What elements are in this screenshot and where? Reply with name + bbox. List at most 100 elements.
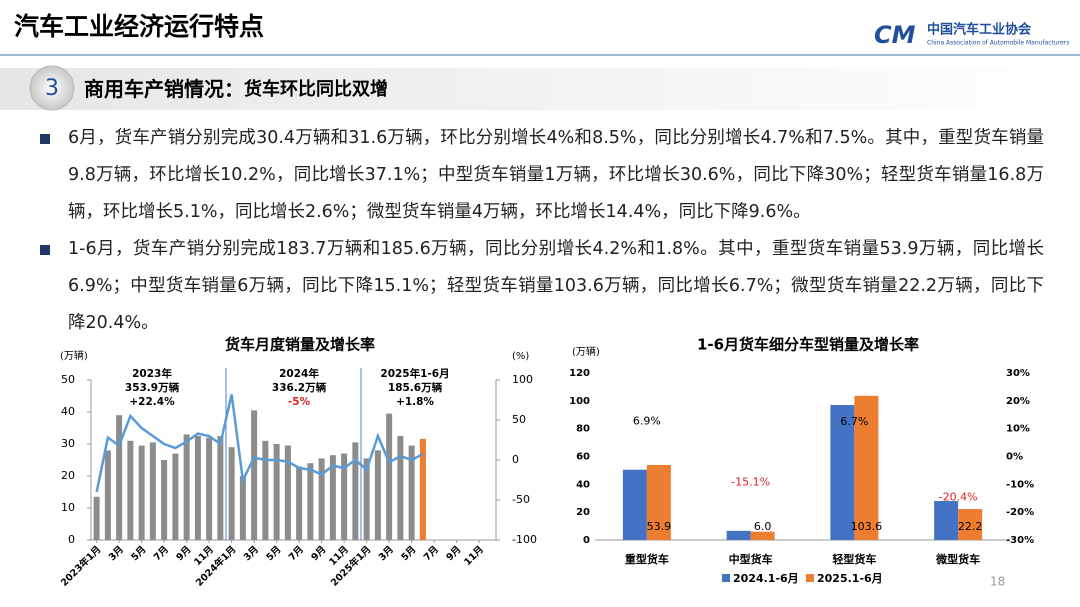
y2-tick-label: 30% <box>1006 368 1030 379</box>
bar <box>622 469 647 540</box>
bar <box>307 463 314 540</box>
growth-label: 6.7% <box>840 415 868 428</box>
x-tick-label: 轻型货车 <box>832 552 876 566</box>
x-tick-label: 7月 <box>422 544 441 563</box>
bar <box>217 436 224 540</box>
bar <box>228 447 235 540</box>
annotation: 2023年 <box>132 367 172 380</box>
section-title: 商用车产销情况：货车环比同比双增 <box>84 77 388 101</box>
y2-axis-label: (%) <box>512 351 529 362</box>
bar <box>830 405 855 540</box>
y2-tick-label: 0% <box>1006 452 1023 463</box>
bullet-text: 6月，货车产销分别完成30.4万辆和31.6万辆，环比分别增长4%和8.5%，同… <box>68 128 1044 222</box>
y-tick-label: 30 <box>61 437 75 450</box>
bar <box>183 434 190 540</box>
section-band <box>0 68 1080 110</box>
section-badge <box>29 65 75 111</box>
value-label: 103.6 <box>851 520 883 533</box>
bar <box>138 445 145 540</box>
growth-line <box>95 394 424 493</box>
bar <box>934 501 959 540</box>
page-number: 18 <box>990 575 1005 589</box>
bar <box>854 395 879 540</box>
bar <box>726 530 751 540</box>
chart-title: 货车月度销量及增长率 <box>225 336 375 354</box>
y-axis-label: (万辆) <box>60 349 88 362</box>
annotation: 185.6万辆 <box>388 381 443 394</box>
bar <box>958 509 983 540</box>
chart-title: 1-6月货车细分车型销量及增长率 <box>697 336 919 354</box>
bar <box>352 442 359 540</box>
logo-mark: CM <box>874 21 916 49</box>
bar <box>386 413 393 540</box>
annotation: +1.8% <box>396 396 434 408</box>
y-axis-label: (万辆) <box>572 345 600 358</box>
y2-tick-label: 10% <box>1006 424 1030 435</box>
bar <box>363 458 370 540</box>
annotation: 353.9万辆 <box>125 381 180 394</box>
x-tick-label: 3月 <box>377 544 396 563</box>
x-tick-label: 7月 <box>287 544 306 563</box>
bar <box>750 531 775 540</box>
y-tick-label: 80 <box>576 424 590 435</box>
header-title: 汽车工业经济运行特点 <box>14 12 264 41</box>
bar <box>116 415 123 540</box>
x-tick-label: 3月 <box>242 544 261 563</box>
bar <box>194 436 201 540</box>
y2-tick-label: -20% <box>1006 507 1034 518</box>
x-tick-label: 2023年1月 <box>58 543 103 588</box>
bar <box>341 453 348 540</box>
bar <box>296 466 303 540</box>
annotation: 2025年1-6月 <box>380 367 449 380</box>
annotation: +22.4% <box>129 396 175 408</box>
bullet-marker <box>40 245 50 255</box>
y-tick-label: 20 <box>576 507 590 518</box>
bar <box>408 445 415 540</box>
bullet-text: 1-6月，货车产销分别完成183.7万辆和185.6万辆，同比分别增长4.2%和… <box>68 239 1044 333</box>
x-tick-label: 微型货车 <box>935 552 980 566</box>
logo-cn: 中国汽车工业协会 <box>927 22 1032 38</box>
bar <box>149 442 156 540</box>
y2-tick-label: 100 <box>512 373 533 386</box>
x-tick-label: 7月 <box>152 544 171 563</box>
x-tick-label: 9月 <box>174 544 193 563</box>
y2-tick-label: 20% <box>1006 396 1030 407</box>
x-tick-label: 3月 <box>107 544 126 563</box>
y2-tick-label: -10% <box>1006 479 1034 490</box>
bar <box>262 440 269 540</box>
value-label: 53.9 <box>647 520 672 533</box>
y-tick-label: 0 <box>583 535 590 546</box>
bar <box>206 437 213 540</box>
y2-tick-label: -100 <box>512 533 537 546</box>
bar <box>93 496 100 540</box>
y-tick-label: 60 <box>576 452 590 463</box>
y-tick-label: 40 <box>576 479 590 490</box>
x-tick-label: 重型货车 <box>625 552 669 566</box>
x-tick-label: 5月 <box>264 544 283 563</box>
value-label: 22.2 <box>958 520 983 533</box>
annotation: 336.2万辆 <box>272 381 327 394</box>
y2-tick-label: 50 <box>512 413 526 426</box>
bar <box>104 450 111 540</box>
bar <box>172 453 179 540</box>
bar <box>127 440 134 540</box>
growth-label: -15.1% <box>731 476 770 489</box>
bullet: 1-6月，货车产销分别完成183.7万辆和185.6万辆，同比分别增长4.2%和… <box>40 231 1044 342</box>
bar <box>374 450 381 540</box>
bullet-marker <box>40 134 50 144</box>
growth-label: -20.4% <box>939 490 978 503</box>
section-subtitle: 货车环比同比双增 <box>244 78 388 100</box>
growth-label: 6.9% <box>633 414 661 427</box>
section-number: 3 <box>45 76 59 101</box>
logo-en: China Association of Automobile Manufact… <box>927 40 1069 47</box>
x-tick-label: 9月 <box>309 544 328 563</box>
bar <box>239 476 246 540</box>
section-title-main: 商用车产销情况： <box>84 77 244 101</box>
y-tick-label: 120 <box>569 368 590 379</box>
bar <box>397 436 404 540</box>
y2-tick-label: -30% <box>1006 535 1034 546</box>
y-tick-label: 0 <box>68 533 75 546</box>
x-tick-label: 9月 <box>444 544 463 563</box>
